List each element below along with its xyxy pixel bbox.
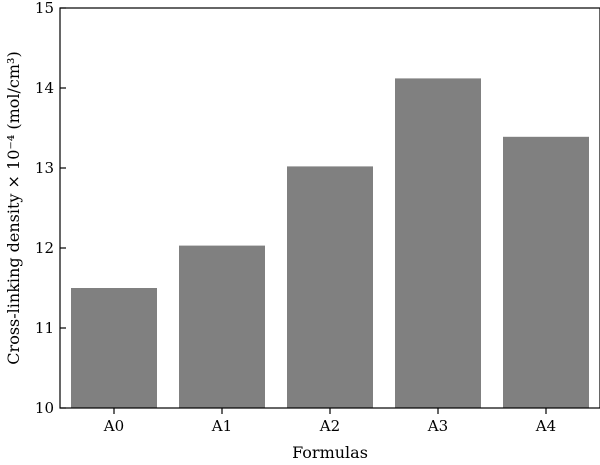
- x-tick-label: A4: [535, 417, 556, 435]
- x-axis-label: Formulas: [292, 443, 368, 460]
- x-tick-label: A2: [319, 417, 340, 435]
- bar-a1: [179, 245, 265, 408]
- y-tick-label: 10: [35, 399, 54, 417]
- y-tick-label: 11: [35, 319, 54, 337]
- bar-a4: [503, 136, 589, 409]
- bar-series: [71, 78, 589, 409]
- bar-a0: [71, 288, 157, 408]
- y-axis: 10 11 12 13 14 15: [35, 0, 66, 417]
- y-axis-label: Cross-linking density × 10⁻⁴ (mol/cm³): [4, 51, 23, 364]
- y-tick-label: 15: [35, 0, 54, 17]
- y-tick-label: 12: [35, 239, 54, 257]
- bar-a3: [395, 78, 481, 409]
- x-tick-label: A3: [427, 417, 448, 435]
- y-tick-label: 13: [35, 159, 54, 177]
- bar-a2: [287, 166, 373, 408]
- x-tick-label: A1: [211, 417, 232, 435]
- x-axis: A0 A1 A2 A3 A4: [103, 408, 556, 435]
- x-tick-label: A0: [103, 417, 124, 435]
- y-tick-label: 14: [35, 79, 54, 97]
